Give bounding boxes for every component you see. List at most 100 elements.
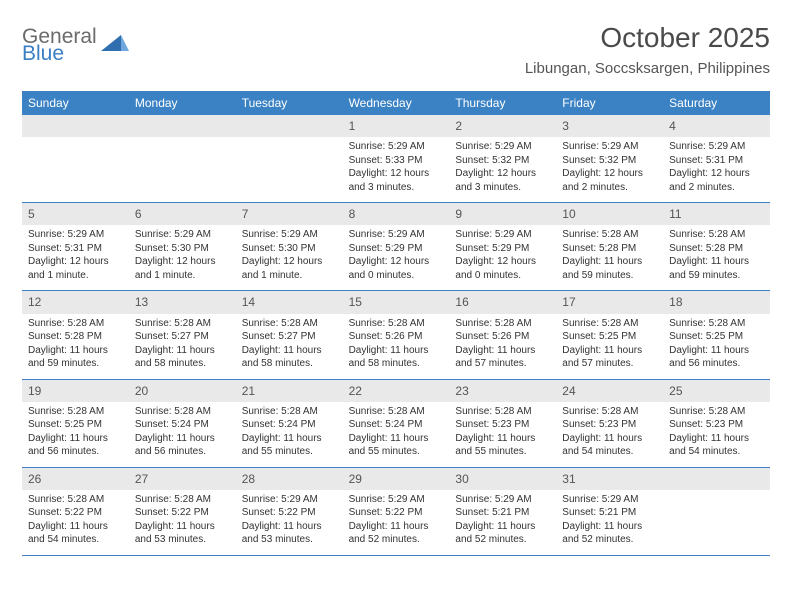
sunrise-text: Sunrise: 5:28 AM bbox=[562, 317, 659, 331]
day-info: Sunrise: 5:29 AMSunset: 5:22 PMDaylight:… bbox=[343, 493, 450, 547]
day-info: Sunrise: 5:28 AMSunset: 5:25 PMDaylight:… bbox=[22, 405, 129, 459]
sunrise-text: Sunrise: 5:29 AM bbox=[242, 228, 339, 242]
day-cell: 1Sunrise: 5:29 AMSunset: 5:33 PMDaylight… bbox=[343, 115, 450, 202]
sunset-text: Sunset: 5:29 PM bbox=[455, 242, 552, 256]
sunrise-text: Sunrise: 5:28 AM bbox=[242, 317, 339, 331]
day-number: 26 bbox=[22, 468, 129, 490]
daylight-text: Daylight: 12 hours and 0 minutes. bbox=[349, 255, 446, 282]
day-cell: 6 Sunrise: 5:29 AMSunset: 5:30 PMDaylight… bbox=[129, 203, 236, 290]
title-block: October 2025 Libungan, Soccsksargen, Phi… bbox=[525, 22, 770, 77]
day-number: 4 bbox=[663, 115, 770, 137]
day-info: Sunrise: 5:29 AMSunset: 5:30 PMDaylight:… bbox=[129, 228, 236, 282]
day-info: Sunrise: 5:29 AMSunset: 5:31 PMDaylight:… bbox=[663, 140, 770, 194]
daylight-text: Daylight: 12 hours and 3 minutes. bbox=[349, 167, 446, 194]
sunrise-text: Sunrise: 5:28 AM bbox=[669, 317, 766, 331]
day-cell: 7 Sunrise: 5:29 AMSunset: 5:30 PMDaylight… bbox=[236, 203, 343, 290]
sunset-text: Sunset: 5:22 PM bbox=[135, 506, 232, 520]
logo-text-block: General Blue bbox=[22, 26, 97, 64]
daylight-text: Daylight: 11 hours and 59 minutes. bbox=[28, 344, 125, 371]
week-row: 26 Sunrise: 5:28 AMSunset: 5:22 PMDayligh… bbox=[22, 468, 770, 556]
daylight-text: Daylight: 11 hours and 57 minutes. bbox=[562, 344, 659, 371]
daylight-text: Daylight: 11 hours and 56 minutes. bbox=[28, 432, 125, 459]
day-number: 6 bbox=[129, 203, 236, 225]
day-info: Sunrise: 5:28 AMSunset: 5:27 PMDaylight:… bbox=[236, 317, 343, 371]
week-row: 19Sunrise: 5:28 AMSunset: 5:25 PMDayligh… bbox=[22, 380, 770, 468]
day-header-cell: Friday bbox=[556, 91, 663, 115]
sunset-text: Sunset: 5:22 PM bbox=[28, 506, 125, 520]
daylight-text: Daylight: 12 hours and 2 minutes. bbox=[669, 167, 766, 194]
day-info: Sunrise: 5:28 AMSunset: 5:26 PMDaylight:… bbox=[343, 317, 450, 371]
day-number bbox=[236, 115, 343, 137]
day-cell bbox=[22, 115, 129, 202]
sunrise-text: Sunrise: 5:29 AM bbox=[455, 140, 552, 154]
daylight-text: Daylight: 12 hours and 0 minutes. bbox=[455, 255, 552, 282]
day-cell: 20Sunrise: 5:28 AMSunset: 5:24 PMDayligh… bbox=[129, 380, 236, 467]
day-info: Sunrise: 5:28 AMSunset: 5:24 PMDaylight:… bbox=[236, 405, 343, 459]
day-cell: 18Sunrise: 5:28 AMSunset: 5:25 PMDayligh… bbox=[663, 291, 770, 378]
day-cell: 28Sunrise: 5:29 AMSunset: 5:22 PMDayligh… bbox=[236, 468, 343, 555]
day-cell: 29 Sunrise: 5:29 AMSunset: 5:22 PMDayligh… bbox=[343, 468, 450, 555]
sunrise-text: Sunrise: 5:29 AM bbox=[455, 228, 552, 242]
sunset-text: Sunset: 5:24 PM bbox=[349, 418, 446, 432]
daylight-text: Daylight: 11 hours and 55 minutes. bbox=[455, 432, 552, 459]
week-row: 1Sunrise: 5:29 AMSunset: 5:33 PMDaylight… bbox=[22, 115, 770, 203]
day-cell: 15Sunrise: 5:28 AMSunset: 5:26 PMDayligh… bbox=[343, 291, 450, 378]
sunset-text: Sunset: 5:23 PM bbox=[455, 418, 552, 432]
day-number: 8 bbox=[343, 203, 450, 225]
day-info: Sunrise: 5:28 AMSunset: 5:28 PMDaylight:… bbox=[22, 317, 129, 371]
day-number: 29 bbox=[343, 468, 450, 490]
sunset-text: Sunset: 5:27 PM bbox=[242, 330, 339, 344]
day-cell bbox=[129, 115, 236, 202]
daylight-text: Daylight: 11 hours and 55 minutes. bbox=[242, 432, 339, 459]
day-info: Sunrise: 5:28 AMSunset: 5:23 PMDaylight:… bbox=[449, 405, 556, 459]
sunset-text: Sunset: 5:23 PM bbox=[562, 418, 659, 432]
daylight-text: Daylight: 11 hours and 56 minutes. bbox=[135, 432, 232, 459]
day-number: 5 bbox=[22, 203, 129, 225]
day-info: Sunrise: 5:29 AMSunset: 5:21 PMDaylight:… bbox=[449, 493, 556, 547]
sunset-text: Sunset: 5:25 PM bbox=[669, 330, 766, 344]
daylight-text: Daylight: 11 hours and 58 minutes. bbox=[135, 344, 232, 371]
day-cell: 3Sunrise: 5:29 AMSunset: 5:32 PMDaylight… bbox=[556, 115, 663, 202]
daylight-text: Daylight: 12 hours and 1 minute. bbox=[242, 255, 339, 282]
day-info: Sunrise: 5:29 AMSunset: 5:30 PMDaylight:… bbox=[236, 228, 343, 282]
daylight-text: Daylight: 11 hours and 54 minutes. bbox=[562, 432, 659, 459]
day-number: 3 bbox=[556, 115, 663, 137]
day-number: 21 bbox=[236, 380, 343, 402]
daylight-text: Daylight: 11 hours and 56 minutes. bbox=[669, 344, 766, 371]
calendar: SundayMondayTuesdayWednesdayThursdayFrid… bbox=[22, 91, 770, 556]
day-info: Sunrise: 5:28 AMSunset: 5:22 PMDaylight:… bbox=[22, 493, 129, 547]
sunrise-text: Sunrise: 5:28 AM bbox=[242, 405, 339, 419]
week-row: 12Sunrise: 5:28 AMSunset: 5:28 PMDayligh… bbox=[22, 291, 770, 379]
day-info: Sunrise: 5:28 AMSunset: 5:27 PMDaylight:… bbox=[129, 317, 236, 371]
day-header-cell: Thursday bbox=[449, 91, 556, 115]
day-number bbox=[22, 115, 129, 137]
day-cell: 24Sunrise: 5:28 AMSunset: 5:23 PMDayligh… bbox=[556, 380, 663, 467]
sunset-text: Sunset: 5:24 PM bbox=[242, 418, 339, 432]
sunrise-text: Sunrise: 5:29 AM bbox=[135, 228, 232, 242]
sunset-text: Sunset: 5:30 PM bbox=[242, 242, 339, 256]
logo-triangle-icon bbox=[101, 33, 129, 58]
sunset-text: Sunset: 5:26 PM bbox=[349, 330, 446, 344]
sunrise-text: Sunrise: 5:28 AM bbox=[135, 405, 232, 419]
day-header-cell: Wednesday bbox=[343, 91, 450, 115]
day-number: 28 bbox=[236, 468, 343, 490]
day-cell: 2Sunrise: 5:29 AMSunset: 5:32 PMDaylight… bbox=[449, 115, 556, 202]
day-info: Sunrise: 5:29 AMSunset: 5:29 PMDaylight:… bbox=[343, 228, 450, 282]
day-info: Sunrise: 5:29 AMSunset: 5:29 PMDaylight:… bbox=[449, 228, 556, 282]
sunset-text: Sunset: 5:28 PM bbox=[669, 242, 766, 256]
sunset-text: Sunset: 5:23 PM bbox=[669, 418, 766, 432]
day-number: 24 bbox=[556, 380, 663, 402]
day-cell: 11Sunrise: 5:28 AMSunset: 5:28 PMDayligh… bbox=[663, 203, 770, 290]
daylight-text: Daylight: 11 hours and 54 minutes. bbox=[669, 432, 766, 459]
day-header-cell: Monday bbox=[129, 91, 236, 115]
day-cell: 8 Sunrise: 5:29 AMSunset: 5:29 PMDaylight… bbox=[343, 203, 450, 290]
day-header-cell: Sunday bbox=[22, 91, 129, 115]
day-number: 7 bbox=[236, 203, 343, 225]
day-number: 11 bbox=[663, 203, 770, 225]
daylight-text: Daylight: 11 hours and 59 minutes. bbox=[669, 255, 766, 282]
sunset-text: Sunset: 5:24 PM bbox=[135, 418, 232, 432]
day-cell bbox=[236, 115, 343, 202]
daylight-text: Daylight: 11 hours and 59 minutes. bbox=[562, 255, 659, 282]
sunrise-text: Sunrise: 5:28 AM bbox=[349, 317, 446, 331]
day-cell: 4 Sunrise: 5:29 AMSunset: 5:31 PMDaylight… bbox=[663, 115, 770, 202]
